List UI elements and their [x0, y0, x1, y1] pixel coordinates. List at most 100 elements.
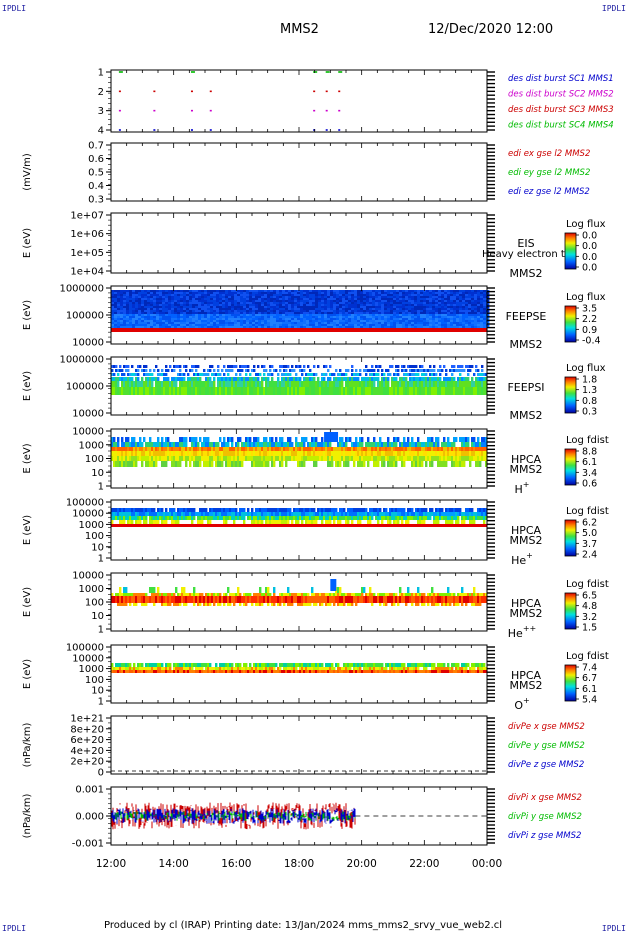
spectrogram-cell	[168, 298, 172, 300]
y-tick-label: 4	[98, 126, 104, 137]
spectrogram-cell	[183, 304, 187, 306]
spectrogram-cell	[369, 318, 373, 320]
spectrogram-cell	[222, 326, 226, 328]
spectrogram-cell	[217, 451, 220, 456]
spectrogram-cell	[234, 292, 238, 294]
spectrogram-cell	[455, 369, 458, 372]
spectrogram-cell	[360, 292, 364, 294]
spectrogram-cell	[300, 316, 304, 318]
spectrogram-cell	[294, 316, 298, 318]
colorbar-tick-label: 0.0	[582, 252, 597, 263]
spectrogram-cell	[295, 365, 298, 368]
spectrogram-cell	[123, 365, 126, 368]
spectrogram-cell	[339, 314, 343, 316]
spectrogram-cell	[222, 320, 226, 322]
y-tick-label: 1e+04	[70, 267, 104, 278]
spectrogram-cell	[336, 306, 340, 308]
spectrogram-cell	[139, 437, 142, 442]
spectrogram-cell	[453, 508, 456, 512]
spectrogram-cell	[343, 373, 346, 376]
spectrogram-cell	[156, 306, 160, 308]
spectrogram-cell	[129, 316, 133, 318]
spectrogram-cell	[309, 292, 313, 294]
spectrogram-cell	[193, 377, 196, 381]
spectrogram-cell	[295, 437, 298, 442]
spectrogram-cell	[393, 292, 397, 294]
spectrogram-cell	[351, 387, 354, 395]
spectrogram-cell	[300, 294, 304, 296]
spectrogram-cell	[195, 373, 198, 376]
spectrogram-cell	[288, 310, 292, 312]
spectrogram-cell	[153, 326, 157, 328]
spectrogram-cell	[475, 381, 478, 387]
spectrogram-cell	[450, 322, 454, 324]
spectrogram-cell	[217, 456, 220, 461]
spectrogram-cell	[282, 296, 286, 298]
spectrogram-cell	[291, 302, 295, 304]
spectrogram-cell	[183, 298, 187, 300]
spectrogram-cell	[357, 377, 360, 381]
spectrogram-cell	[239, 381, 242, 387]
spectrogram-cell	[117, 387, 120, 395]
spectrogram-cell	[449, 377, 452, 381]
colorbar-tick-label: 0.6	[582, 479, 597, 490]
spectrogram-cell	[315, 442, 318, 447]
spectrogram-cell	[318, 314, 322, 316]
spectrogram-cell	[119, 456, 122, 461]
spectrogram-cell	[447, 292, 451, 294]
spectrogram-cell	[276, 316, 280, 318]
spectrogram-cell	[441, 312, 445, 314]
spectrogram-cell	[243, 298, 247, 300]
spectrogram-cell	[179, 447, 182, 451]
spectrogram-cell	[355, 369, 358, 372]
spectrogram-cell	[381, 318, 385, 320]
spectrogram-cell	[417, 322, 421, 324]
spectrogram-cell	[315, 451, 318, 456]
spectrogram-cell	[413, 373, 416, 376]
spectrogram-cell	[207, 290, 211, 292]
spectrogram-cell	[408, 290, 412, 292]
spectrogram-cell	[455, 447, 458, 451]
spectrogram-cell	[337, 461, 340, 467]
spectrogram-cell	[341, 508, 344, 512]
spectrogram-cell	[371, 377, 374, 381]
spectrogram-cell	[174, 298, 178, 300]
spectrogram-cell	[396, 320, 400, 322]
spectrogram-cell	[433, 456, 436, 461]
spectrogram-cell	[186, 296, 190, 298]
spectrogram-cell	[279, 316, 283, 318]
spectrogram-cell	[144, 314, 148, 316]
spectrogram-cell	[219, 326, 223, 328]
spectrogram-cell	[174, 294, 178, 296]
spectrogram-cell	[447, 290, 451, 292]
spectrogram-cell	[177, 304, 181, 306]
spectrogram-cell	[155, 377, 158, 381]
spectrogram-cell	[309, 326, 313, 328]
spectrogram-cell	[113, 377, 116, 381]
spectrogram-cell	[367, 437, 370, 442]
spectrogram-cell	[455, 456, 458, 461]
spectrogram-cell	[421, 461, 424, 467]
spectrogram-cell	[345, 437, 348, 442]
spectrogram-cell	[315, 381, 318, 387]
spectrogram-cell	[366, 298, 370, 300]
spectrogram-cell	[227, 447, 230, 451]
spectrogram-cell	[465, 326, 469, 328]
spectrogram-cell	[438, 300, 442, 302]
spectrogram-cell	[444, 314, 448, 316]
spectrogram-cell	[384, 316, 388, 318]
spectrogram-cell	[279, 320, 283, 322]
spectrogram-cell	[201, 314, 205, 316]
spectrogram-cell	[285, 294, 289, 296]
spectrogram-cell	[396, 314, 400, 316]
spectrogram-cell	[363, 447, 366, 451]
spectrogram-cell	[156, 324, 160, 326]
spectrogram-cell	[174, 316, 178, 318]
spectrogram-cell	[402, 324, 406, 326]
spectrogram-cell	[179, 442, 182, 447]
spectrogram-cell	[429, 442, 432, 447]
spectrogram-cell	[367, 456, 370, 461]
spectrogram-cell	[187, 373, 190, 376]
spectrogram-cell	[165, 318, 169, 320]
spectrogram-cell	[153, 304, 157, 306]
